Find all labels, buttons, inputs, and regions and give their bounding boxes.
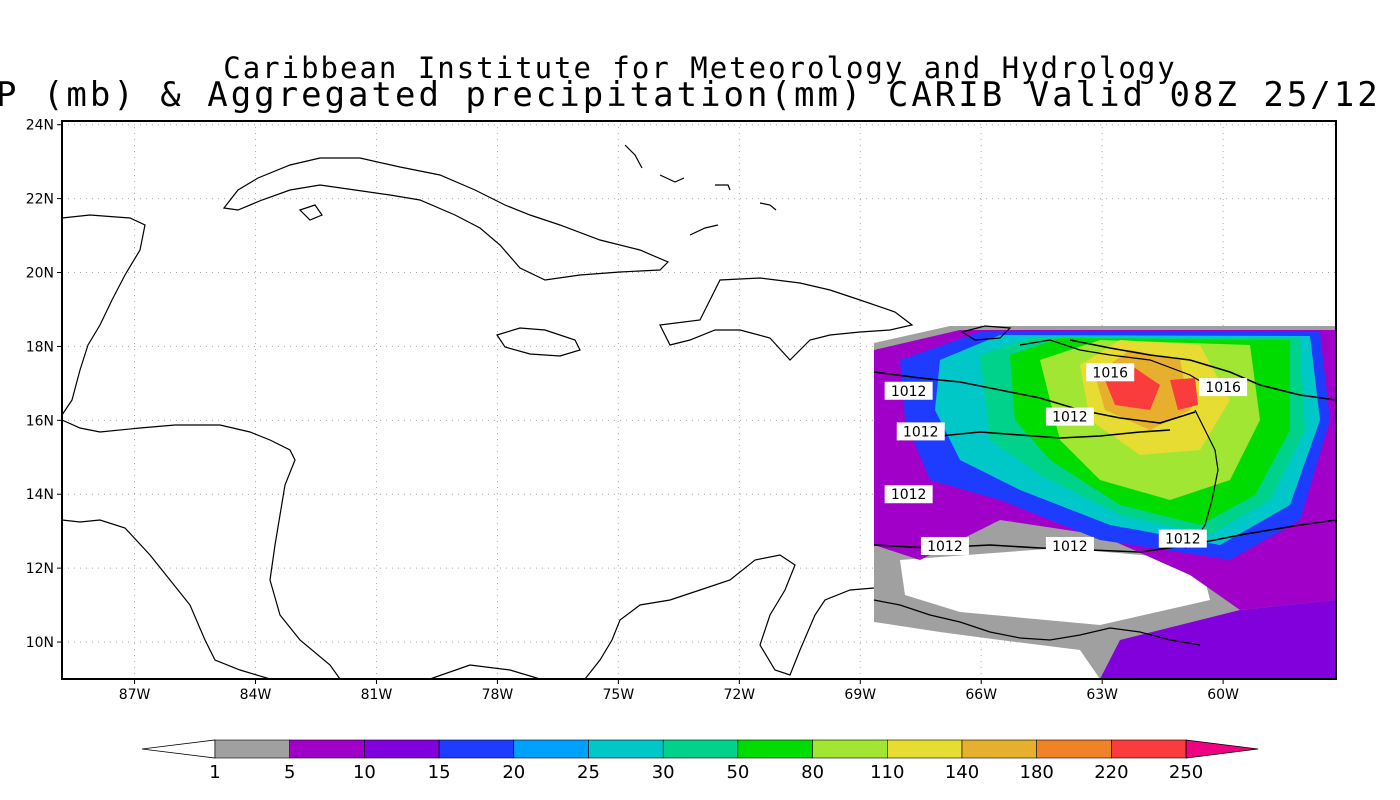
bahamas-3 (689, 224, 719, 236)
colorbar-label: 20 (502, 762, 525, 783)
isobar-label-bg (884, 381, 933, 400)
lon-tick-label: 69W (844, 687, 876, 703)
lon-tick-label: 84W (240, 687, 272, 703)
isobar-1016-north (1069, 339, 1336, 401)
colorbar-swatch (812, 739, 888, 759)
lon-tick-label: 75W (603, 687, 635, 703)
isobar-label-bg (884, 485, 933, 504)
colorbar: 1 5 10 15 20 25 30 50 80 110 140 180 220 250 (141, 739, 1259, 783)
colorbar-label: 15 (428, 762, 451, 783)
bahamas-4 (759, 202, 777, 211)
lon-tick-label: 81W (361, 687, 393, 703)
lat-tick-label: 14N (26, 487, 54, 503)
colorbar-swatch (513, 739, 589, 759)
mexico-pacific-coast (62, 519, 271, 679)
puerto-rico-coast (960, 325, 1012, 341)
precipitation-field (874, 326, 1336, 679)
lon-tick-label: 60W (1207, 687, 1239, 703)
isla-juventud (298, 204, 323, 221)
lat-tick-label: 22N (26, 192, 54, 208)
jamaica-coast (496, 327, 581, 357)
isobar-label: 1012 (891, 384, 927, 400)
isobar-label-bg (896, 422, 945, 441)
colorbar-swatch (588, 739, 664, 759)
precip-white-gaps (900, 548, 1210, 625)
isobar-label: 1016 (1092, 365, 1128, 381)
colorbar-label: 30 (652, 762, 675, 783)
bahamas-1 (624, 144, 643, 169)
colorbar-swatch (1111, 739, 1187, 759)
isobar-label-bg (1086, 363, 1135, 382)
lat-tick-label: 12N (26, 561, 54, 577)
isobar-label: 1016 (1205, 380, 1241, 396)
chart-title: Caribbean Institute for Meteorology and … (223, 51, 1177, 85)
colorbar-swatch (886, 739, 963, 759)
isobar-label-bg (1045, 536, 1094, 555)
colorbar-label: 250 (1169, 762, 1203, 783)
colorbar-swatch (289, 739, 365, 759)
colombia-coast (584, 554, 875, 679)
colorbar-swatch (961, 739, 1037, 759)
isobar-label-bg (1199, 378, 1248, 397)
plot-frame (61, 120, 1337, 680)
lon-tick-label: 72W (723, 687, 755, 703)
isobar-label: 1012 (891, 487, 927, 503)
colorbar-high-triangle (1185, 739, 1259, 759)
isobar-label: 1012 (927, 539, 963, 555)
colorbar-swatch (214, 739, 290, 759)
isobar-1012-upper (873, 371, 1196, 424)
precip-red-spot (1170, 378, 1198, 410)
colorbar-swatch (1036, 739, 1112, 759)
isobar-labels: 1016 1016 1012 1012 1012 1012 1012 1012 1012 (884, 363, 1248, 555)
colorbar-swatch (662, 739, 739, 759)
yucatan-coast (62, 214, 146, 416)
lat-tick-label: 16N (26, 413, 54, 429)
map-grid (62, 121, 1336, 679)
colorbar-label: 50 (726, 762, 749, 783)
lon-tick-label: 78W (482, 687, 514, 703)
colorbar-label: 110 (870, 762, 904, 783)
panama-colombia-coast (429, 664, 541, 679)
colorbar-label: 10 (353, 762, 376, 783)
lat-tick-label: 24N (26, 118, 54, 134)
isobar-label-bg (1045, 407, 1094, 426)
colorbar-label: 140 (945, 762, 979, 783)
colorbar-label: 80 (801, 762, 824, 783)
lat-tick-label: 18N (26, 339, 54, 355)
bahamas-5 (715, 184, 731, 191)
honduras-coast (62, 419, 341, 679)
colorbar-swatch (438, 739, 515, 759)
isobar-label: 1012 (1052, 539, 1088, 555)
map-axes: 87W 84W 81W 78W 75W 72W 69W 66W 63W 60W 10N 12N 14N 1… (26, 118, 1239, 703)
isobar-label: 1012 (903, 424, 939, 440)
isobar-label-bg (1158, 529, 1207, 548)
colorbar-swatch (737, 739, 813, 759)
isobar-label-bg (920, 536, 969, 555)
colorbar-low-triangle (141, 739, 216, 759)
lat-tick-label: 10N (26, 635, 54, 651)
isobar-1012-mid (899, 429, 1171, 441)
lon-tick-label: 87W (119, 687, 151, 703)
cuba-coast (222, 157, 670, 281)
lat-tick-label: 20N (26, 266, 54, 282)
colorbar-label: 220 (1094, 762, 1128, 783)
lon-tick-label: 63W (1086, 687, 1118, 703)
colorbar-label: 25 (577, 762, 600, 783)
precip-purple-south (1100, 600, 1336, 679)
coastlines (62, 144, 1226, 679)
isobar-label: 1012 (1052, 410, 1088, 426)
colorbar-swatch (364, 739, 440, 759)
colorbar-label: 1 (209, 762, 220, 783)
paria-coast (873, 599, 1201, 646)
lon-tick-label: 66W (965, 687, 997, 703)
colorbar-label: 180 (1020, 762, 1054, 783)
hispaniola-coast (659, 277, 914, 361)
isobar-label: 1012 (1165, 532, 1201, 548)
colorbar-label: 5 (284, 762, 295, 783)
chart-subtitle: P (mb) & Aggregated precipitation(mm) CA… (0, 75, 1400, 115)
bahamas-2 (659, 174, 685, 183)
